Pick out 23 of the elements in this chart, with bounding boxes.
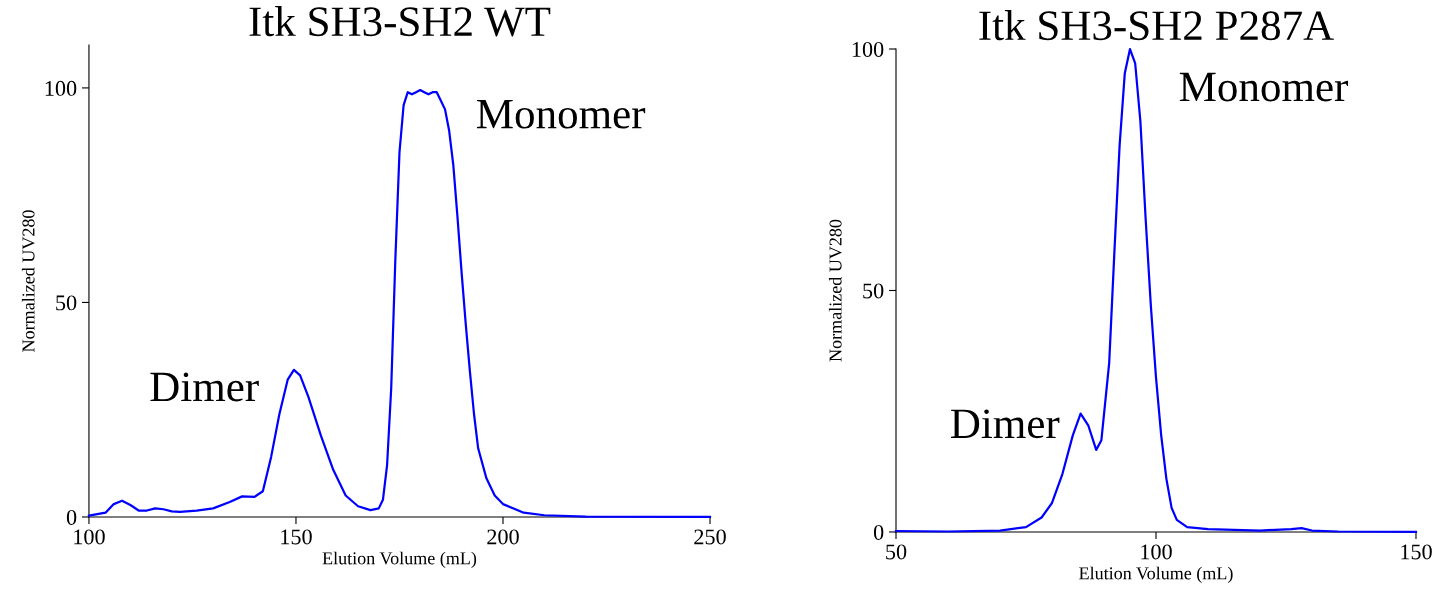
x-axis-title: Elution Volume (mL): [1079, 566, 1233, 584]
x-tick-label: 150: [281, 529, 312, 545]
x-tick-label: 200: [487, 529, 519, 545]
y-tick-label: 50: [863, 283, 884, 299]
annotation: Monomer: [1179, 72, 1349, 102]
chart-title: Itk SH3-SH2 P287A: [979, 9, 1334, 41]
annotation: Dimer: [150, 372, 259, 402]
y-axis-title: Normalized UV280: [828, 219, 842, 362]
y-tick-label: 100: [45, 80, 77, 96]
annotation: Monomer: [476, 100, 646, 129]
x-tick-label: 250: [694, 529, 726, 545]
chart-title: Itk SH3-SH2 WT: [249, 5, 551, 37]
annotation: Dimer: [951, 409, 1060, 439]
x-tick-label: 100: [1141, 544, 1172, 560]
y-tick-label: 50: [56, 295, 77, 311]
y-axis-title: Normalized UV280: [21, 210, 35, 352]
x-tick-label: 50: [886, 544, 907, 560]
y-tick-label: 0: [66, 509, 77, 525]
y-tick-label: 100: [852, 41, 884, 57]
y-tick-label: 0: [873, 524, 884, 540]
x-tick-label: 150: [1401, 544, 1432, 560]
x-tick-label: 100: [74, 529, 105, 545]
x-axis-title: Elution Volume (mL): [322, 551, 477, 569]
